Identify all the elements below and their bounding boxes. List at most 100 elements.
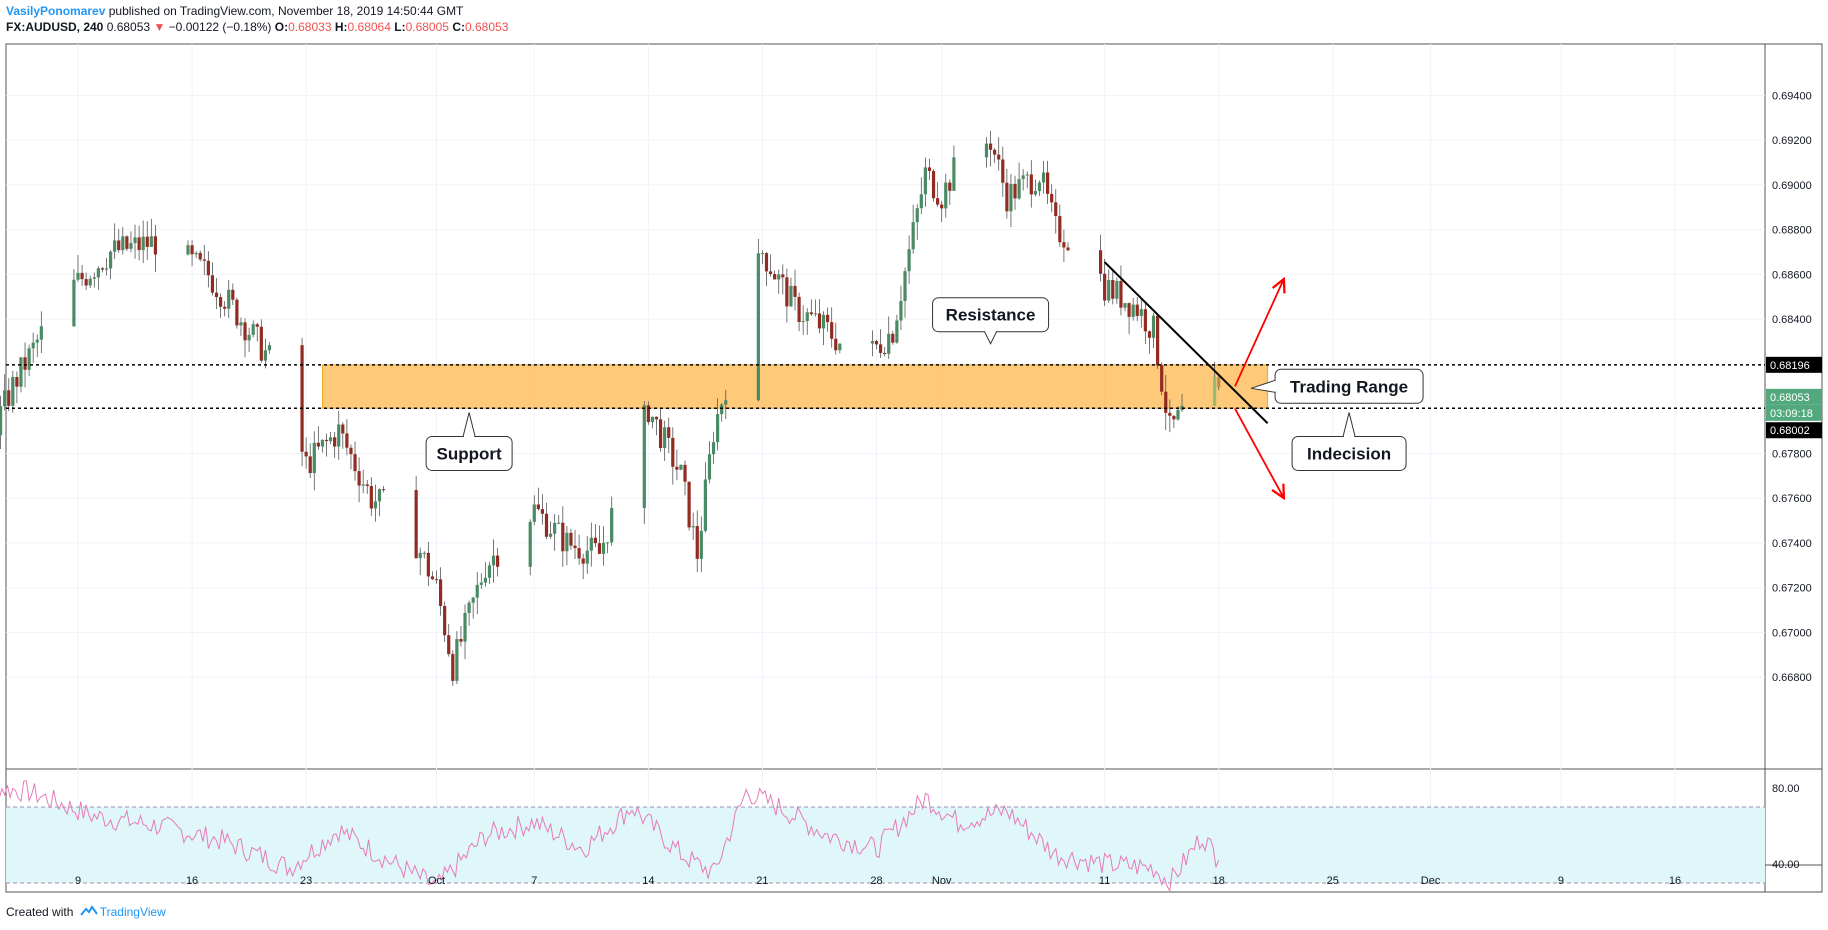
price-tick-label: 0.67800 [1772, 448, 1812, 460]
countdown-bg [1766, 404, 1822, 421]
candle-body [544, 513, 549, 537]
candle-body [227, 289, 231, 309]
rsi-tick-label: 40.00 [1772, 859, 1800, 871]
candle-body [801, 321, 805, 323]
callout-text: Resistance [946, 306, 1036, 325]
price-axis: 0.69400 0.69200 0.69000 0.68800 0.68600 0.684… [1766, 90, 1822, 871]
candle-body [218, 297, 223, 307]
close-label: C: [452, 20, 465, 34]
candle-body [1098, 250, 1103, 274]
candle-body [703, 479, 707, 531]
candle-body [210, 275, 215, 293]
price-tick-label: 0.67600 [1772, 493, 1812, 505]
candle-body [475, 584, 479, 598]
callout-pointer [1342, 412, 1356, 437]
publish-info: VasilyPonomarev published on TradingView… [6, 4, 463, 19]
candle-body [1041, 172, 1046, 183]
candle-body [1156, 315, 1160, 366]
candle-body [1151, 315, 1156, 338]
candle-body [919, 194, 923, 209]
candle-body [447, 635, 451, 655]
candle-body [663, 427, 667, 449]
candle-body [1111, 280, 1115, 299]
bar-countdown: 03:09:18 [1770, 408, 1813, 420]
candle-body [369, 485, 373, 509]
candle-body [679, 464, 683, 470]
candle-body [1127, 303, 1131, 317]
candle-body [80, 272, 84, 280]
candle-body [540, 509, 545, 514]
candle-body [1160, 365, 1164, 392]
candle-body [84, 279, 88, 286]
callout-text: Indecision [1307, 444, 1391, 463]
time-tick-label: 7 [531, 875, 537, 887]
candle-body [194, 252, 198, 255]
candle-body [145, 236, 149, 247]
callout-support: Support [425, 412, 513, 471]
candle-body [577, 548, 581, 559]
candle-body [198, 252, 202, 260]
candle-body [418, 552, 422, 559]
candle-body [1013, 183, 1017, 199]
candle-body [561, 522, 565, 552]
candle-body [944, 182, 948, 209]
tradingview-link[interactable]: TradingView [99, 905, 166, 919]
candle-body [899, 301, 903, 321]
candle-body [887, 333, 891, 354]
candle-body [137, 237, 141, 251]
candle-body [667, 427, 671, 438]
candle-body [353, 454, 357, 472]
candle-body [377, 489, 382, 502]
candle-body [931, 171, 936, 199]
candle-body [88, 278, 92, 286]
candle-body [553, 522, 557, 534]
range-zone-rect [321, 364, 1269, 409]
candle-body [565, 532, 569, 552]
candle-body [1001, 159, 1005, 183]
candle-body [1050, 193, 1054, 203]
candle-body [27, 348, 31, 370]
candle-body [687, 481, 691, 528]
candle-body [716, 414, 720, 443]
time-tick-label: Nov [932, 875, 952, 887]
author-link[interactable]: VasilyPonomarev [6, 4, 106, 18]
candle-body [927, 167, 932, 172]
candle-body [940, 204, 944, 209]
candle-body [997, 154, 1001, 160]
candle-body [870, 341, 875, 344]
price-tick-label: 0.69000 [1772, 180, 1812, 192]
candle-body [1017, 179, 1021, 199]
candle-body [834, 338, 838, 351]
candle-body [1107, 280, 1111, 301]
candle-body [206, 260, 210, 276]
last-price-label: 0.68053 [1770, 392, 1810, 404]
direction-arrow [1234, 279, 1284, 387]
candle-body [1176, 409, 1180, 420]
candle-body [1147, 331, 1152, 338]
time-tick-label: 23 [300, 875, 312, 887]
rsi-pane [0, 780, 1765, 893]
candle-body [333, 437, 337, 447]
candle-body [675, 466, 679, 470]
candle-body [96, 268, 100, 278]
symbol-label: FX:AUDUSD, 240 [6, 20, 104, 34]
candle-body [1135, 304, 1139, 316]
candle-body [573, 545, 577, 549]
candle-body [691, 526, 695, 528]
price-tick-label: 0.67000 [1772, 627, 1812, 639]
candle-body [536, 504, 540, 510]
candle-body [357, 471, 361, 486]
candle-body [19, 357, 23, 387]
candle-body [936, 198, 940, 205]
candle-body [414, 490, 418, 559]
candle-body [650, 416, 655, 423]
candle-body [1054, 202, 1058, 217]
direction-arrow [1234, 408, 1284, 499]
price-tick-label: 0.67200 [1772, 583, 1812, 595]
candle-body [23, 357, 27, 370]
candle-body [903, 271, 907, 302]
high-value: 0.68064 [347, 20, 391, 34]
candle-body [202, 259, 206, 261]
price-tick-label: 0.68400 [1772, 314, 1812, 326]
